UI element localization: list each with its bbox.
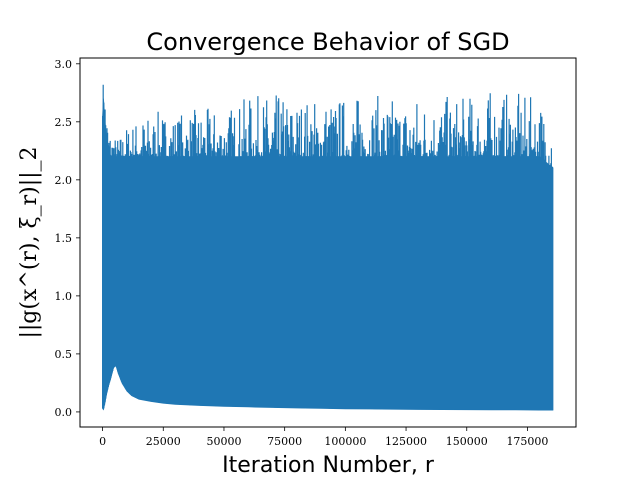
y-tick-label: 0.0 xyxy=(55,406,73,419)
chart-title: Convergence Behavior of SGD xyxy=(146,28,509,56)
x-tick-label: 25000 xyxy=(146,435,181,448)
y-axis: 0.0 0.5 1.0 1.5 2.0 2.5 3.0 xyxy=(55,58,80,419)
x-tick-label: 50000 xyxy=(206,435,241,448)
y-tick-label: 1.0 xyxy=(55,290,73,303)
y-tick-label: 3.0 xyxy=(55,58,73,71)
gradient-norm-spikes xyxy=(102,84,554,411)
y-tick-label: 2.5 xyxy=(55,116,73,129)
y-tick-label: 0.5 xyxy=(55,348,73,361)
y-tick-label: 1.5 xyxy=(55,232,73,245)
y-axis-label: ||g(x^(r), ξ_r)||_2 xyxy=(17,146,42,338)
x-tick-label: 175000 xyxy=(506,435,548,448)
x-tick-label: 150000 xyxy=(446,435,488,448)
x-axis: 0 25000 50000 75000 100000 125000 150000 175000 xyxy=(99,427,548,448)
x-tick-label: 75000 xyxy=(267,435,302,448)
x-axis-label: Iteration Number, r xyxy=(222,453,435,478)
plot-area xyxy=(102,84,554,411)
x-tick-label: 0 xyxy=(99,435,106,448)
y-tick-label: 2.0 xyxy=(55,174,73,187)
x-tick-label: 125000 xyxy=(385,435,427,448)
x-tick-label: 100000 xyxy=(324,435,366,448)
axes-frame xyxy=(79,57,577,428)
